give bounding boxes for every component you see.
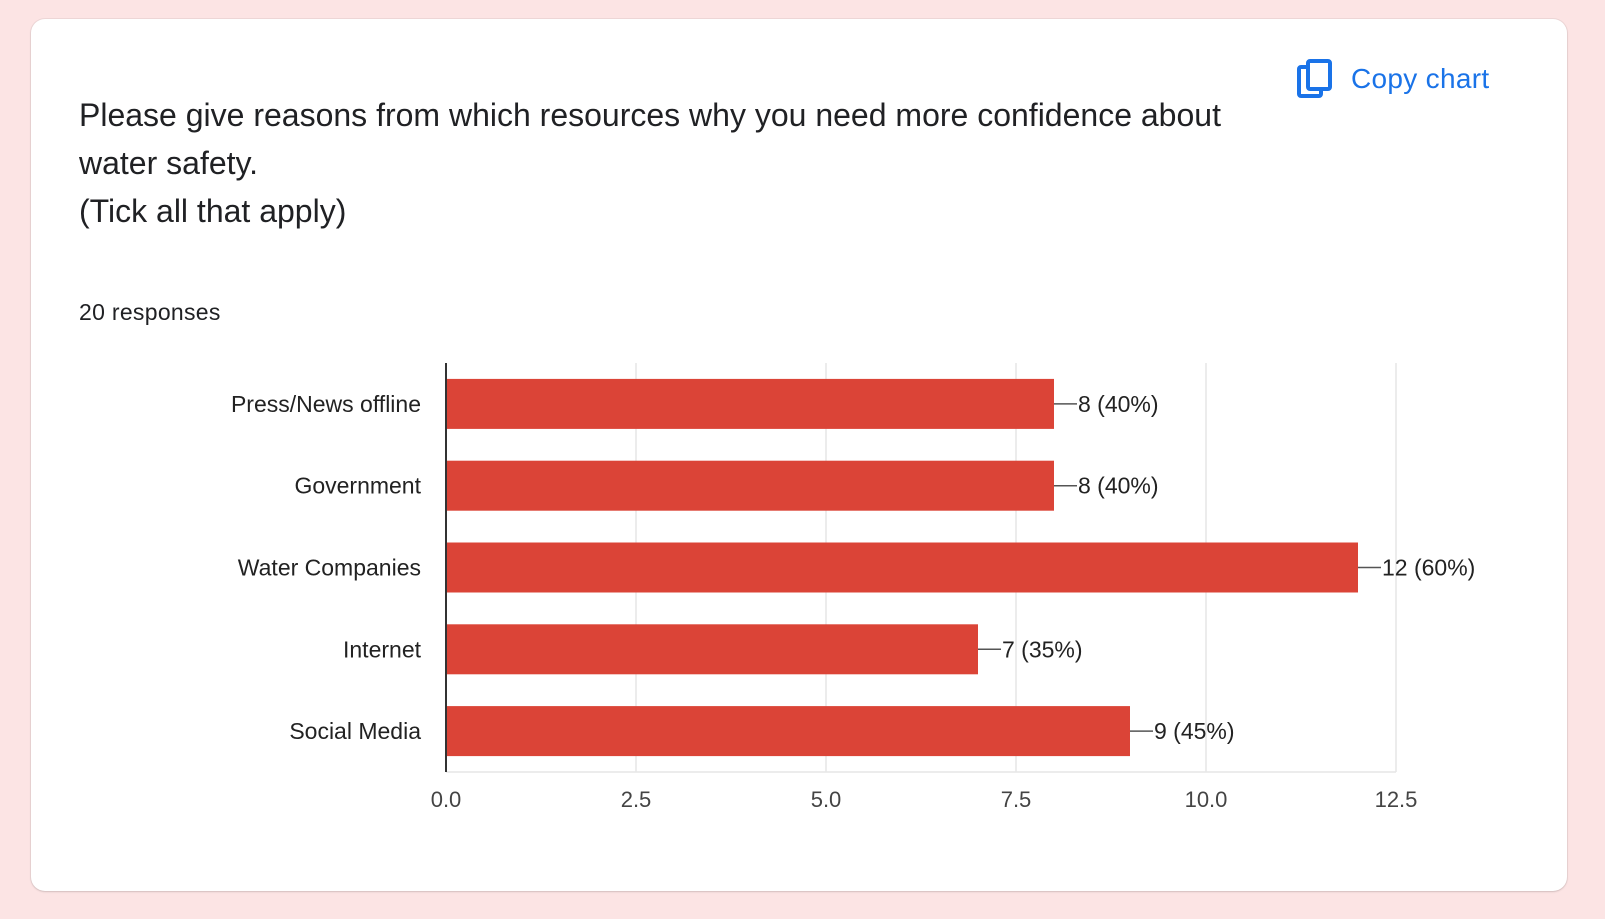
x-tick-label: 12.5 bbox=[1375, 787, 1418, 812]
data-label: 8 (40%) bbox=[1078, 391, 1159, 417]
bar bbox=[446, 706, 1130, 757]
bar bbox=[446, 378, 1054, 429]
category-label: Water Companies bbox=[238, 555, 421, 581]
x-tick-label: 10.0 bbox=[1185, 787, 1228, 812]
x-tick-label: 0.0 bbox=[431, 787, 462, 812]
bar bbox=[446, 624, 978, 675]
question-title-line-1: Please give reasons from which resources… bbox=[79, 97, 1221, 133]
bar bbox=[446, 542, 1358, 593]
category-label: Press/News offline bbox=[231, 391, 421, 417]
bar bbox=[446, 460, 1054, 511]
responses-count: 20 responses bbox=[79, 299, 221, 325]
data-label: 7 (35%) bbox=[1002, 636, 1083, 662]
copy-icon bbox=[1297, 59, 1333, 99]
x-tick-label: 2.5 bbox=[621, 787, 652, 812]
category-label: Government bbox=[294, 473, 421, 499]
x-tick-label: 7.5 bbox=[1001, 787, 1032, 812]
data-label: 12 (60%) bbox=[1382, 555, 1475, 581]
data-label: 8 (40%) bbox=[1078, 473, 1159, 499]
x-tick-label: 5.0 bbox=[811, 787, 842, 812]
data-label: 9 (45%) bbox=[1154, 718, 1235, 744]
copy-chart-label: Copy chart bbox=[1351, 63, 1490, 94]
question-title-line-3: (Tick all that apply) bbox=[79, 193, 347, 229]
category-label: Social Media bbox=[289, 718, 421, 744]
copy-chart-button[interactable]: Copy chart bbox=[1297, 55, 1489, 103]
question-title-line-2: water safety. bbox=[79, 145, 259, 181]
category-label: Internet bbox=[343, 636, 422, 662]
question-title: Please give reasons from which resources… bbox=[79, 91, 1259, 235]
